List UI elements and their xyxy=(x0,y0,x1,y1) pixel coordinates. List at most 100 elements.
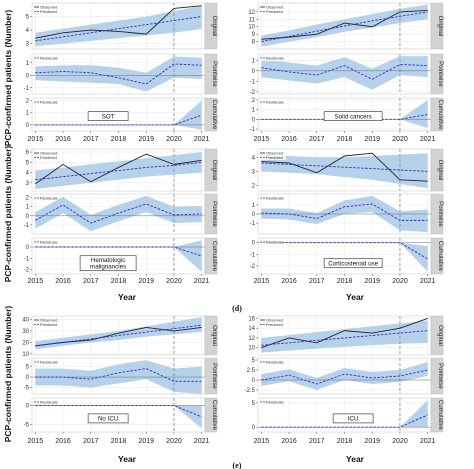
prediction-band xyxy=(261,56,428,90)
prediction-band xyxy=(261,242,428,272)
x-tick-label: 2020 xyxy=(166,278,182,285)
facet-strip xyxy=(204,237,218,275)
facet-strip-label: Cumulative xyxy=(211,400,217,431)
legend: Residuals xyxy=(33,359,58,365)
y-tick-label: 1 xyxy=(252,58,256,64)
y-tick-label: 5 xyxy=(26,15,30,21)
group-title-line: ICU xyxy=(348,416,359,423)
residual-series-line xyxy=(261,64,428,80)
facet-strip-label: Original xyxy=(437,160,443,181)
legend-residual-label: Residuals xyxy=(40,100,58,105)
x-tick-label: 2016 xyxy=(55,438,71,445)
prediction-band xyxy=(35,405,202,429)
x-tick-label: 2020 xyxy=(166,438,182,445)
legend-box xyxy=(33,99,57,105)
y-tick-label: 4 xyxy=(26,28,30,34)
chart-4-cumulative-panel: 0 -1 -2 Residuals Cumulative Corticosteroid u… xyxy=(250,237,444,275)
legend-box xyxy=(33,239,57,245)
group-title-frame xyxy=(323,111,383,122)
legend-residual-label: Residuals xyxy=(40,196,58,201)
group-title-line: No ICU xyxy=(98,416,118,423)
facet-strip-label: Pointwise xyxy=(437,363,443,389)
y-tick-label: -5 xyxy=(24,386,30,392)
residual-series-line xyxy=(35,63,202,85)
chart-1-pointwise-panel: 1 0 -1 Residuals Pointwise xyxy=(24,53,218,95)
group-title-frame xyxy=(79,255,137,272)
x-tick-label: 2016 xyxy=(281,438,297,445)
facet-strip xyxy=(430,357,444,395)
y-tick-label: 0 xyxy=(252,378,256,384)
chart-3-cumulative-panel: 0 -1 -2 Residuals Cumulative Hematologic malig… xyxy=(24,237,218,275)
legend-residual-label: Residuals xyxy=(40,400,58,405)
facet-strip xyxy=(430,237,444,275)
y-tick-label: 1 xyxy=(252,203,256,209)
residual-series-line xyxy=(261,369,428,385)
residual-series-line xyxy=(261,203,428,221)
x-tick-label: 2015 xyxy=(28,438,44,445)
x-tick-label: 2016 xyxy=(281,278,297,285)
x-tick-label: 2019 xyxy=(364,278,380,285)
legend-box xyxy=(33,399,57,405)
observed-series-line xyxy=(35,327,202,347)
x-tick-label: 2016 xyxy=(281,136,297,143)
y-tick-label: 2 xyxy=(252,98,256,104)
facet-strip xyxy=(204,357,218,395)
y-tick-label: 16 xyxy=(248,316,255,322)
chart-2-pointwise-panel: 1 0 -1 -2 Residuals Pointwise xyxy=(250,53,444,96)
legend-observed-label: Observed xyxy=(40,318,57,323)
legend-residual-label: Residuals xyxy=(40,56,58,61)
legend-residual-label: Residuals xyxy=(266,56,284,61)
x-tick-label: 2017 xyxy=(309,278,325,285)
y-tick-label: 0 xyxy=(252,425,256,431)
y-tick-label: 40 xyxy=(22,317,29,323)
chart-6-cumulative-panel: 5 0 Residuals Cumulative ICU xyxy=(252,397,444,433)
legend-box xyxy=(33,4,60,14)
facet-strip-label: Original xyxy=(437,325,443,346)
x-tick-label: 2021 xyxy=(194,136,210,143)
facet-strip-label: Cumulative xyxy=(211,241,217,272)
facet-strip xyxy=(204,148,218,192)
facet-strip-label: Cumulative xyxy=(437,400,443,431)
x-tick-label: 2017 xyxy=(309,136,325,143)
x-tick-label: 2015 xyxy=(254,136,270,143)
group-title: Solid cancers xyxy=(335,113,372,120)
x-tick-label: 2019 xyxy=(364,438,380,445)
prediction-band xyxy=(35,5,202,47)
x-tick-label: 2018 xyxy=(111,278,127,285)
chart-2-cumulative-panel: 2 1 0 -1 Residuals Cumulative Solid cancers xyxy=(250,97,444,133)
y-tick-label: 3 xyxy=(252,169,256,175)
facet-strip xyxy=(430,397,444,433)
legend: Residuals xyxy=(33,195,58,201)
legend-residual-label: Residuals xyxy=(266,360,284,365)
legend-predicted-label: Predicted xyxy=(266,9,283,14)
group-title: No ICU xyxy=(98,416,118,423)
group-title: Corticosteroid use xyxy=(328,260,378,267)
y-tick-label: -5 xyxy=(24,422,30,428)
x-tick-label: 2017 xyxy=(83,438,99,445)
facet-strip-label: Pointwise xyxy=(437,61,443,87)
observed-series-line xyxy=(35,153,202,185)
y-tick-label: 5 xyxy=(26,364,30,370)
facet-strip-label: Pointwise xyxy=(211,201,217,227)
panel-label-d: (d) xyxy=(232,304,242,313)
x-tick-label: 2018 xyxy=(337,438,353,445)
y-tick-label: 5 xyxy=(252,401,256,407)
x-tick-label: 2015 xyxy=(28,278,44,285)
x-tick-label: 2017 xyxy=(83,136,99,143)
y-tick-label: 0 xyxy=(26,375,30,381)
facet-strip-label: Pointwise xyxy=(437,201,443,227)
legend-predicted-label: Predicted xyxy=(266,155,283,160)
group-title-box: Corticosteroid use xyxy=(323,258,383,269)
legend-box xyxy=(259,399,283,405)
y-tick-label: 0 xyxy=(26,123,30,129)
y-tick-label: 6 xyxy=(26,150,30,156)
legend-observed-label: Observed xyxy=(266,151,283,156)
legend: Residuals xyxy=(259,239,284,245)
x-axis-label-left: Year xyxy=(118,292,137,302)
facet-strip-label: Pointwise xyxy=(211,61,217,87)
